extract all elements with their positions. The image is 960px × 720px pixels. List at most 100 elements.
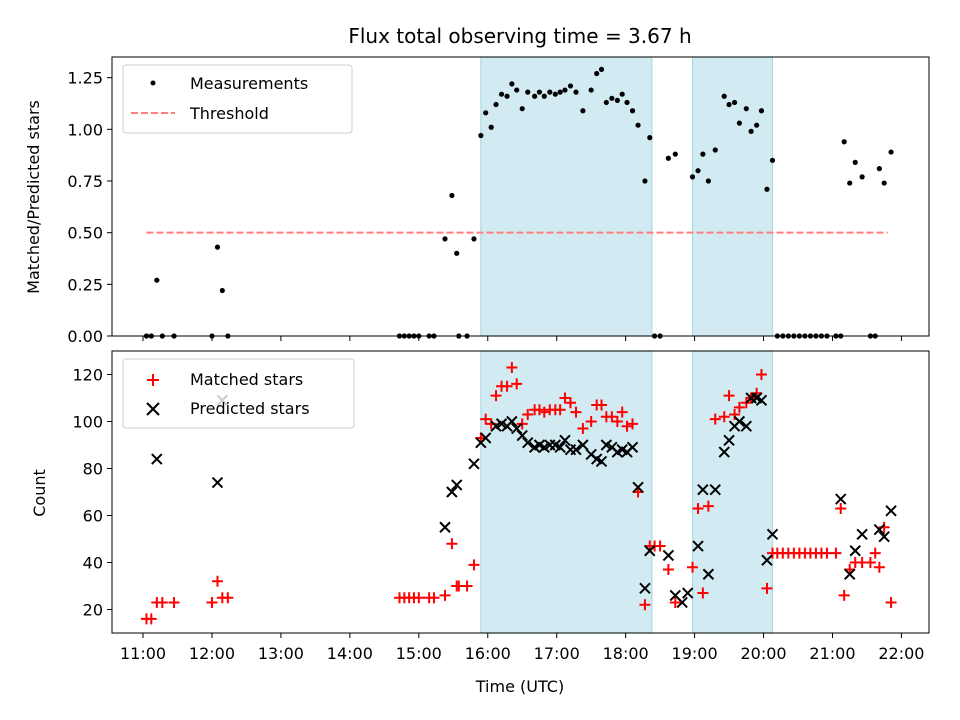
- measurement-point: [498, 91, 505, 97]
- measurement-point: [731, 99, 738, 106]
- measurement-point: [852, 159, 858, 165]
- predicted-star-point: [479, 432, 492, 444]
- y-tick-label: 0.00: [67, 327, 103, 346]
- x-tick-label: 19:00: [672, 644, 718, 663]
- measurement-point: [635, 122, 641, 128]
- legend-label-predicted: Predicted stars: [190, 399, 310, 418]
- matched-star-point: [538, 406, 550, 418]
- ratio-x-ticks: [142, 336, 902, 341]
- predicted-star-point: [740, 420, 753, 432]
- y-tick-label: 0.75: [67, 172, 103, 191]
- matched-star-point: [718, 411, 730, 423]
- x-tick-label: 13:00: [258, 644, 304, 663]
- ratio-y-ticks: 0.00 0.25 0.50 0.75 1.00 1.25: [67, 69, 112, 346]
- x-tick-label: 17:00: [534, 644, 580, 663]
- measurement-point: [743, 106, 749, 112]
- measurement-point: [619, 91, 625, 97]
- predicted-star-point: [697, 483, 709, 496]
- predicted-star-point: [559, 434, 571, 447]
- measurement-point: [552, 91, 558, 97]
- measurement-point: [488, 124, 494, 130]
- count-legend: Matched stars Predicted stars: [122, 358, 355, 429]
- y-tick-label: 1.25: [67, 69, 103, 88]
- matched-star-point: [733, 401, 745, 413]
- predicted-star-point: [439, 521, 451, 533]
- predicted-star-point: [639, 582, 651, 595]
- y-tick-label: 120: [72, 366, 103, 385]
- predicted-star-point: [702, 568, 715, 580]
- measurement-point: [695, 168, 701, 174]
- matched-star-point: [554, 404, 566, 416]
- x-axis-label: Time (UTC): [475, 677, 564, 696]
- measurement-point: [562, 87, 568, 93]
- measurement-point: [721, 93, 727, 99]
- matched-star-point: [606, 411, 618, 423]
- matched-star-point: [885, 596, 897, 608]
- matched-star-point: [729, 408, 741, 420]
- measurement-point: [536, 89, 543, 95]
- y-tick-label: 60: [83, 507, 103, 526]
- matched-star-point: [461, 580, 473, 592]
- measurement-point: [471, 236, 477, 242]
- measurement-point: [736, 120, 743, 126]
- matched-star-point: [755, 369, 767, 380]
- predicted-star-point: [873, 523, 886, 536]
- measurement-point: [726, 101, 732, 108]
- x-tick-label: 14:00: [327, 644, 373, 663]
- x-tick-label: 22:00: [878, 644, 924, 663]
- predicted-star-point: [761, 554, 773, 566]
- x-tick-label: 16:00: [465, 644, 511, 663]
- predicted-star-point: [446, 486, 458, 498]
- predicted-star-point: [681, 587, 694, 599]
- x-tick-label: 18:00: [603, 644, 649, 663]
- measurement-point: [754, 122, 760, 128]
- matched-star-point: [616, 406, 628, 418]
- measurement-point: [493, 101, 499, 108]
- legend-marker-predicted: [146, 402, 160, 416]
- matched-star-point: [511, 378, 523, 390]
- matched-star-point: [835, 502, 847, 514]
- measurement-point: [769, 157, 776, 163]
- measurement-point: [598, 66, 605, 72]
- legend-marker-measurements: [150, 80, 156, 86]
- predicted-star-point: [554, 441, 566, 454]
- count-series: [140, 361, 897, 625]
- matched-star-point: [723, 390, 735, 402]
- predicted-star-point: [516, 429, 528, 442]
- ratio-legend-box: [122, 64, 353, 134]
- measurement-point: [541, 93, 547, 99]
- y-tick-label: 0.25: [67, 275, 103, 294]
- measurement-point: [700, 151, 706, 157]
- observing-intervals: [480, 350, 774, 634]
- measurement-point: [624, 99, 630, 106]
- predicted-star-point: [835, 493, 847, 505]
- measurement-point: [881, 180, 887, 186]
- matched-star-point: [533, 404, 545, 416]
- matched-star-point: [873, 561, 885, 573]
- observing-interval-0: [480, 350, 653, 634]
- matched-star-point: [662, 564, 674, 576]
- predicted-star-point: [733, 415, 746, 428]
- predicted-star-point: [468, 458, 480, 470]
- predicted-star-point: [577, 439, 589, 451]
- matched-star-point: [570, 406, 582, 418]
- count-y-label: Count: [30, 469, 49, 517]
- ratio-y-label: Matched/Predicted stars: [24, 100, 43, 294]
- matched-star-point: [692, 502, 704, 514]
- predicted-star-point: [626, 441, 639, 454]
- measurement-point: [449, 192, 455, 199]
- x-tick-label: 12:00: [189, 644, 235, 663]
- predicted-star-point: [718, 446, 730, 458]
- predicted-star-point: [522, 436, 534, 449]
- y-tick-label: 1.00: [67, 120, 103, 139]
- matched-star-point: [830, 547, 842, 559]
- measurement-point: [665, 155, 671, 161]
- predicted-star-point: [856, 528, 868, 541]
- measurement-point: [504, 93, 510, 99]
- predicted-star-point: [676, 596, 688, 609]
- matched-star-point: [596, 399, 608, 411]
- matched-star-point: [211, 575, 223, 587]
- measurement-point: [588, 87, 594, 93]
- chart-title: Flux total observing time = 3.67 h: [348, 24, 691, 48]
- matched-star-point: [709, 413, 721, 425]
